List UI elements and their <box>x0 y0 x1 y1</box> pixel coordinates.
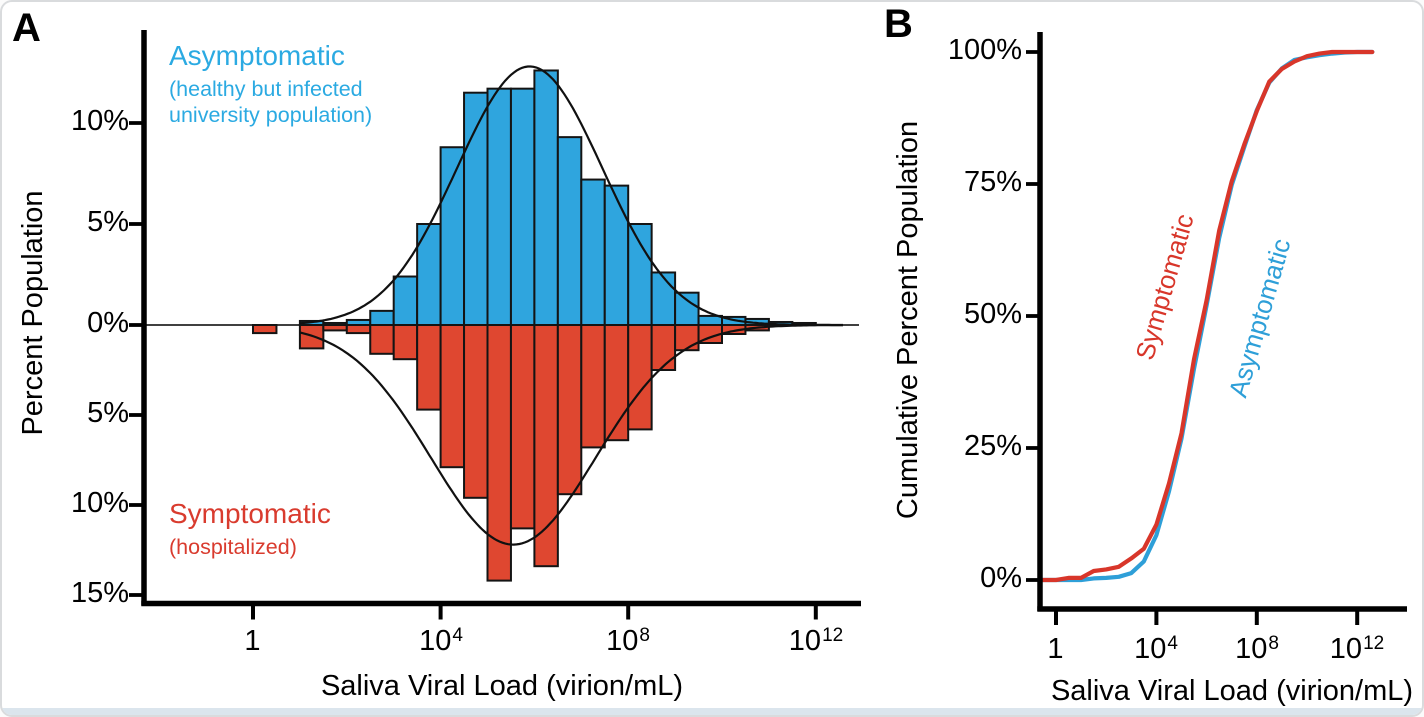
histogram-bars-asymptomatic <box>298 69 817 327</box>
panel-b-ytick-50: 50% <box>963 298 1022 330</box>
panel-b-xtick-1e4: 104 <box>1134 633 1178 665</box>
panel-a-x-axis-label: Saliva Viral Load (virion/mL) <box>320 670 684 702</box>
panel-a-ytick-neg10: 10% <box>70 487 129 519</box>
panel-b-xtick-1e12: 1012 <box>1329 633 1385 665</box>
panel-b-xtick-1: 1 <box>1047 633 1064 665</box>
fit-curves <box>299 65 843 546</box>
panel-a-xtick-1e8: 108 <box>606 625 650 657</box>
cdf-line-asymptomatic <box>1040 49 1375 583</box>
panel-a-ytick-neg5: 5% <box>87 397 129 429</box>
panel-a-ytick-10: 10% <box>70 105 129 137</box>
panel-a-ytick-0: 0% <box>87 307 129 339</box>
panel-a-xtick-1e4: 104 <box>419 625 463 657</box>
panel-b-ytick-75: 75% <box>963 166 1022 198</box>
panel-a-plot <box>129 30 861 620</box>
panel-a-xtick-1e12: 1012 <box>788 625 844 657</box>
asymptomatic-annotation-line1: (healthy but infected <box>169 77 363 101</box>
panel-b-ytick-25: 25% <box>963 430 1022 462</box>
asymptomatic-annotation-title: Asymptomatic <box>169 40 345 71</box>
histogram-bars-symptomatic <box>252 324 770 582</box>
panel-b-ytick-0: 0% <box>980 562 1022 594</box>
panel-b-y-axis-label: Cumulative Percent Population <box>892 120 924 520</box>
panel-b-ytick-100: 100% <box>947 34 1022 66</box>
symptomatic-annotation-line1: (hospitalized) <box>169 535 297 559</box>
panel-b-xtick-1e8: 108 <box>1235 633 1279 665</box>
panel-b-letter: B <box>884 2 914 46</box>
panel-b-plot <box>1026 32 1407 625</box>
panel-b-x-axis-label: Saliva Viral Load (virion/mL) <box>1050 675 1414 707</box>
panel-a-letter: A <box>12 6 42 50</box>
panel-a-ytick-5: 5% <box>87 206 129 238</box>
cdf-line-symptomatic <box>1040 49 1375 583</box>
symptomatic-annotation-title: Symptomatic <box>169 498 331 529</box>
card-bottom-strip <box>2 708 1422 715</box>
panel-a-ytick-neg15: 15% <box>70 577 129 609</box>
panel-a-xtick-1: 1 <box>244 625 261 657</box>
asymptomatic-annotation-line2: university population) <box>169 103 373 127</box>
